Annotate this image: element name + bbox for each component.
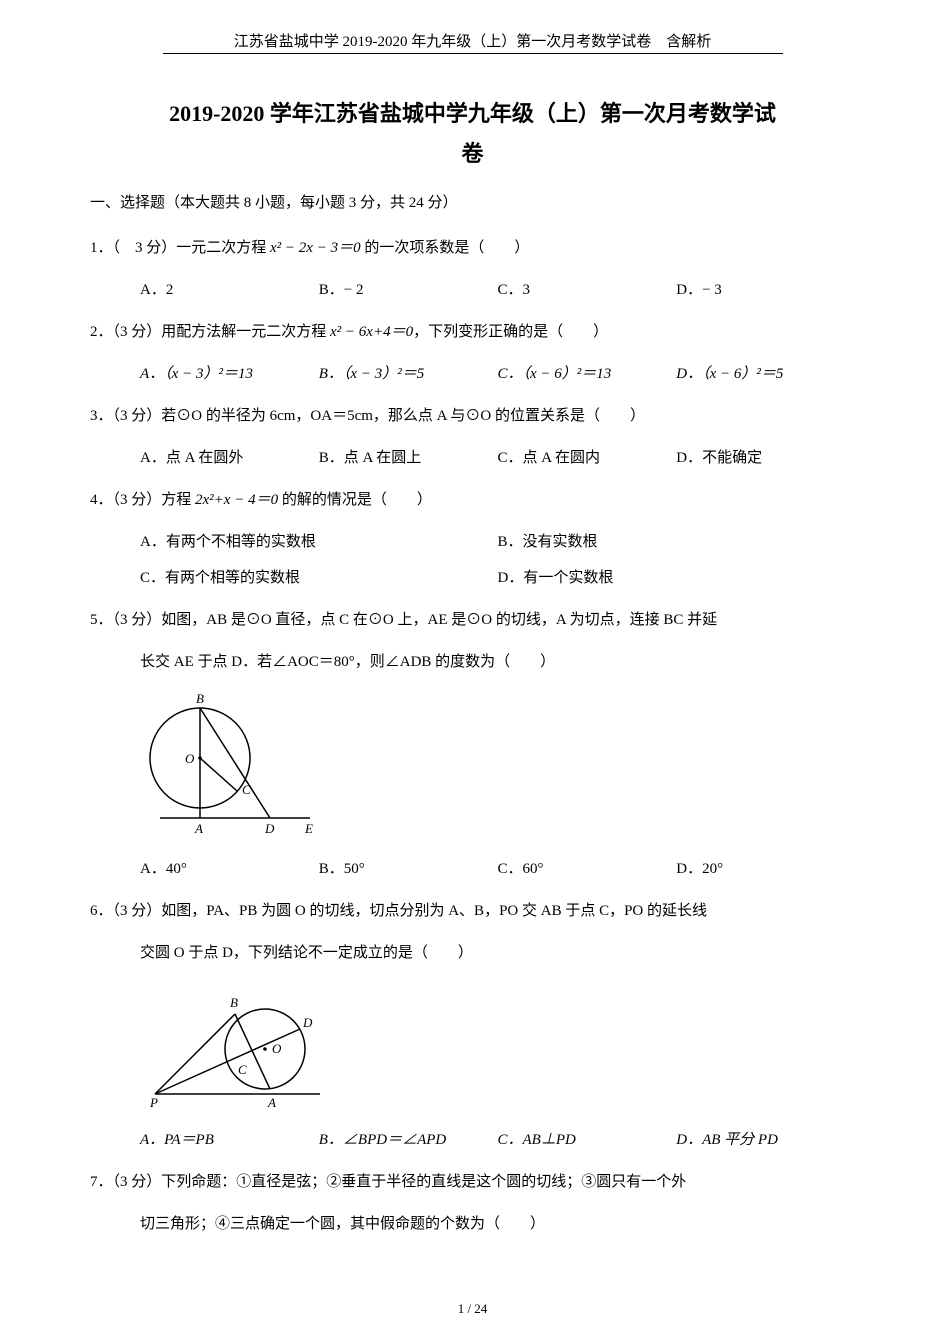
question-7-line2: 切三角形；④三点确定一个圆，其中假命题的个数为（ ） <box>90 1206 855 1242</box>
question-6-line2: 交圆 O 于点 D，下列结论不一定成立的是（ ） <box>90 935 855 971</box>
q3-options: A．点 A 在圆外 B．点 A 在圆上 C．点 A 在圆内 D．不能确定 <box>90 440 855 476</box>
q5-figure: B O C A D E <box>140 688 855 843</box>
q5-label-o: O <box>185 751 195 766</box>
question-5-line2: 长交 AE 于点 D．若∠AOC＝80°，则∠ADB 的度数为（ ） <box>90 644 855 680</box>
q2-math: x² − 6x+4＝0 <box>330 324 413 340</box>
q5-option-b: B．50° <box>319 851 498 887</box>
q5-option-c: C．60° <box>498 851 677 887</box>
q3-option-d: D．不能确定 <box>676 440 855 476</box>
q5-label-e: E <box>304 821 313 836</box>
q5-label-d: D <box>264 821 275 836</box>
q6-option-c: C．AB⊥PD <box>498 1122 677 1158</box>
q5-option-a: A．40° <box>140 851 319 887</box>
title-line-2: 卷 <box>90 134 855 174</box>
question-2: 2．（3 分）用配方法解一元二次方程 x² − 6x+4＝0，下列变形正确的是（… <box>90 314 855 350</box>
q3-option-a: A．点 A 在圆外 <box>140 440 319 476</box>
q2-stem-post: ，下列变形正确的是（ ） <box>413 324 608 340</box>
q4-options: A．有两个不相等的实数根 B．没有实数根 C．有两个相等的实数根 D．有一个实数… <box>90 524 855 596</box>
question-5-line1: 5．（3 分）如图，AB 是⊙O 直径，点 C 在⊙O 上，AE 是⊙O 的切线… <box>90 602 855 638</box>
q6-label-o: O <box>272 1041 282 1056</box>
question-1: 1．（ 3 分）一元二次方程 x² − 2x − 3＝0 的一次项系数是（ ） <box>90 230 855 266</box>
page-footer: 1 / 24 <box>0 1301 945 1317</box>
q4-option-a: A．有两个不相等的实数根 <box>140 524 498 560</box>
q6-label-a: A <box>267 1095 276 1109</box>
question-3: 3．（3 分）若⊙O 的半径为 6cm，OA＝5cm，那么点 A 与⊙O 的位置… <box>90 398 855 434</box>
q2-stem-pre: 2．（3 分）用配方法解一元二次方程 <box>90 324 330 340</box>
q5-option-d: D．20° <box>676 851 855 887</box>
q6-label-d: D <box>302 1015 313 1030</box>
q1-option-b: B．− 2 <box>319 272 498 308</box>
question-4: 4．（3 分）方程 2x²+x − 4＝0 的解的情况是（ ） <box>90 482 855 518</box>
q6-option-d: D．AB 平分 PD <box>676 1122 855 1158</box>
q6-label-p: P <box>149 1095 158 1109</box>
q2-option-d: D．（x − 6）²＝5 <box>676 356 855 392</box>
q1-option-c: C．3 <box>498 272 677 308</box>
question-7-line1: 7．（3 分）下列命题：①直径是弦；②垂直于半径的直线是这个圆的切线；③圆只有一… <box>90 1164 855 1200</box>
q1-stem-pre: 1．（ 3 分）一元二次方程 <box>90 240 270 256</box>
title-line-1: 2019-2020 学年江苏省盐城中学九年级（上）第一次月考数学试 <box>90 94 855 134</box>
q5-label-b: B <box>196 691 204 706</box>
q5-options: A．40° B．50° C．60° D．20° <box>90 851 855 887</box>
q6-label-c: C <box>238 1062 247 1077</box>
q6-figure: B D O C P A <box>140 979 855 1114</box>
q2-options: A．（x − 3）²＝13 B．（x − 3）²＝5 C．（x − 6）²＝13… <box>90 356 855 392</box>
q6-label-b: B <box>230 995 238 1010</box>
q5-label-a: A <box>194 821 203 836</box>
question-6-line1: 6．（3 分）如图，PA、PB 为圆 O 的切线，切点分别为 A、B，PO 交 … <box>90 893 855 929</box>
q4-option-b: B．没有实数根 <box>498 524 856 560</box>
q6-option-b: B．∠BPD＝∠APD <box>319 1122 498 1158</box>
exam-title: 2019-2020 学年江苏省盐城中学九年级（上）第一次月考数学试 卷 <box>90 94 855 173</box>
q4-option-c: C．有两个相等的实数根 <box>140 560 498 596</box>
q1-option-a: A．2 <box>140 272 319 308</box>
q6-options: A．PA＝PB B．∠BPD＝∠APD C．AB⊥PD D．AB 平分 PD <box>90 1122 855 1158</box>
q4-stem-pre: 4．（3 分）方程 <box>90 492 195 508</box>
q1-option-d: D．− 3 <box>676 272 855 308</box>
q4-math: 2x²+x − 4＝0 <box>195 492 278 508</box>
q2-option-a: A．（x − 3）²＝13 <box>140 356 319 392</box>
q6-option-a: A．PA＝PB <box>140 1122 319 1158</box>
q3-option-b: B．点 A 在圆上 <box>319 440 498 476</box>
q1-stem-post: 的一次项系数是（ ） <box>361 240 530 256</box>
q5-label-c: C <box>242 782 251 797</box>
section-1-note: 一、选择题（本大题共 8 小题，每小题 3 分，共 24 分） <box>90 191 855 212</box>
q4-stem-post: 的解的情况是（ ） <box>278 492 432 508</box>
q4-option-d: D．有一个实数根 <box>498 560 856 596</box>
q2-option-b: B．（x − 3）²＝5 <box>319 356 498 392</box>
q2-option-c: C．（x − 6）²＝13 <box>498 356 677 392</box>
q3-option-c: C．点 A 在圆内 <box>498 440 677 476</box>
page-header: 江苏省盐城中学 2019-2020 年九年级（上）第一次月考数学试卷 含解析 <box>163 30 783 54</box>
q1-options: A．2 B．− 2 C．3 D．− 3 <box>90 272 855 308</box>
q1-math: x² − 2x − 3＝0 <box>270 240 361 256</box>
